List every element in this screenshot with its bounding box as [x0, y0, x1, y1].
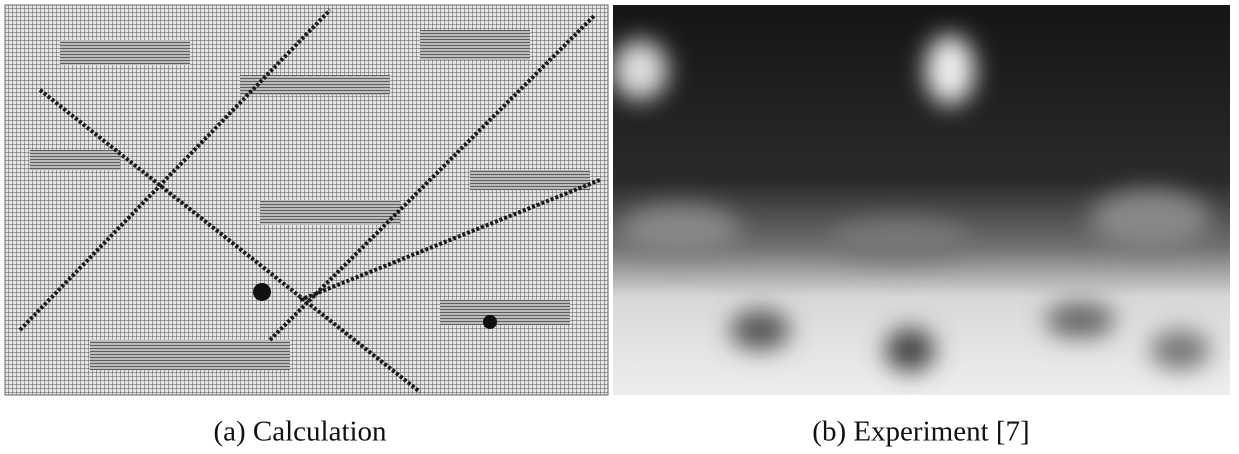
caption: (b) Experiment [7]: [812, 416, 1029, 448]
calculation-image: [5, 5, 608, 395]
caption: (a) Calculation: [213, 416, 387, 448]
figure: (a) Calculation (b) Experiment [7]: [0, 0, 1239, 454]
page: {"panels": [{"caption": "(a) Calculation…: [0, 0, 1239, 454]
experiment-image: [612, 5, 1230, 395]
